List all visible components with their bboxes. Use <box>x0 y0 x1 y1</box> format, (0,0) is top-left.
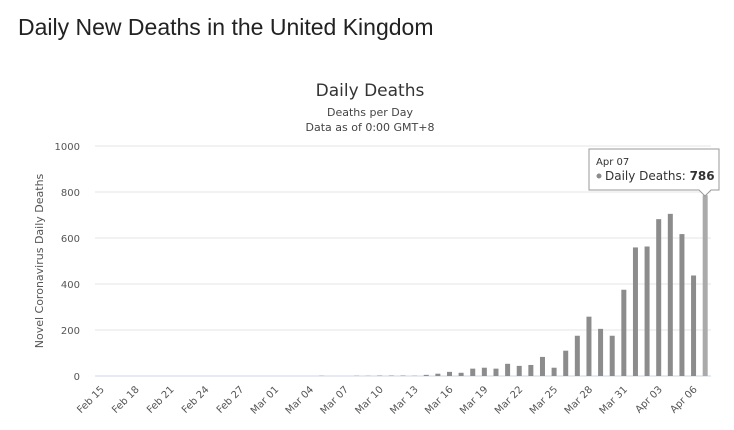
x-tick-label: Mar 28 <box>563 384 595 416</box>
y-axis-label: Novel Coronavirus Daily Deaths <box>33 173 46 348</box>
y-tick-label: 1000 <box>55 142 80 153</box>
x-tick-label: Mar 16 <box>423 384 455 416</box>
bar[interactable] <box>458 372 464 376</box>
bar[interactable] <box>481 367 487 376</box>
bar[interactable] <box>679 234 685 376</box>
x-tick-label: Mar 22 <box>493 384 525 416</box>
x-tick-label: Mar 01 <box>249 384 281 416</box>
x-tick-label: Feb 18 <box>110 384 142 416</box>
x-tick-label: Mar 19 <box>458 384 490 416</box>
bar[interactable] <box>493 368 499 376</box>
x-tick-label: Mar 25 <box>528 384 560 416</box>
y-tick-label: 800 <box>61 188 80 199</box>
bar[interactable] <box>470 368 476 376</box>
chart-subtitle-2: Data as of 0:00 GMT+8 <box>306 121 435 134</box>
bar[interactable] <box>528 364 534 376</box>
bar[interactable] <box>621 289 627 376</box>
bar[interactable] <box>539 356 545 376</box>
tooltip-bullet-icon <box>596 173 602 179</box>
page-title: Daily New Deaths in the United Kingdom <box>18 14 434 40</box>
x-tick-label: Feb 15 <box>75 384 107 416</box>
chart-title: Daily Deaths <box>316 81 425 101</box>
bar[interactable] <box>644 246 650 376</box>
tooltip: Apr 07 Daily Deaths: 786 <box>588 148 720 197</box>
bar[interactable] <box>609 335 615 376</box>
chart-subtitle: Deaths per Day <box>327 106 413 119</box>
bar[interactable] <box>563 350 569 376</box>
x-tick-label: Mar 13 <box>388 384 420 416</box>
x-tick-label: Apr 03 <box>634 384 665 415</box>
bar[interactable] <box>516 365 522 376</box>
y-tick-label: 600 <box>61 234 80 245</box>
bar[interactable] <box>691 275 697 376</box>
tooltip-date: Apr 07 <box>596 157 629 168</box>
x-tick-label: Feb 21 <box>145 384 177 416</box>
bar[interactable] <box>446 371 452 376</box>
bar[interactable] <box>505 363 511 376</box>
y-tick-label: 200 <box>61 326 80 337</box>
bar[interactable] <box>656 219 662 376</box>
bar[interactable] <box>667 213 673 376</box>
bar[interactable] <box>551 367 557 376</box>
tooltip-value: 786 <box>690 169 715 183</box>
bar[interactable] <box>632 247 638 376</box>
x-tick-label: Feb 24 <box>180 384 212 416</box>
x-tick-label: Mar 07 <box>319 384 351 416</box>
svg-text:Daily Deaths: 786: Daily Deaths: 786 <box>605 169 715 183</box>
x-tick-label: Mar 10 <box>354 384 386 416</box>
x-tick-label: Mar 31 <box>598 384 630 416</box>
tooltip-label: Daily Deaths: <box>605 169 690 183</box>
bar[interactable] <box>702 195 708 376</box>
bar[interactable] <box>435 373 441 376</box>
y-tick-label: 400 <box>61 280 80 291</box>
tooltip-box <box>588 148 720 197</box>
bar[interactable] <box>574 335 580 376</box>
bar[interactable] <box>423 374 429 376</box>
x-tick-label: Apr 06 <box>668 384 699 415</box>
y-tick-label: 0 <box>74 372 80 383</box>
bar[interactable] <box>586 316 592 376</box>
bar[interactable] <box>598 328 604 376</box>
x-tick-label: Mar 04 <box>284 384 316 416</box>
x-tick-label: Feb 27 <box>215 384 247 416</box>
